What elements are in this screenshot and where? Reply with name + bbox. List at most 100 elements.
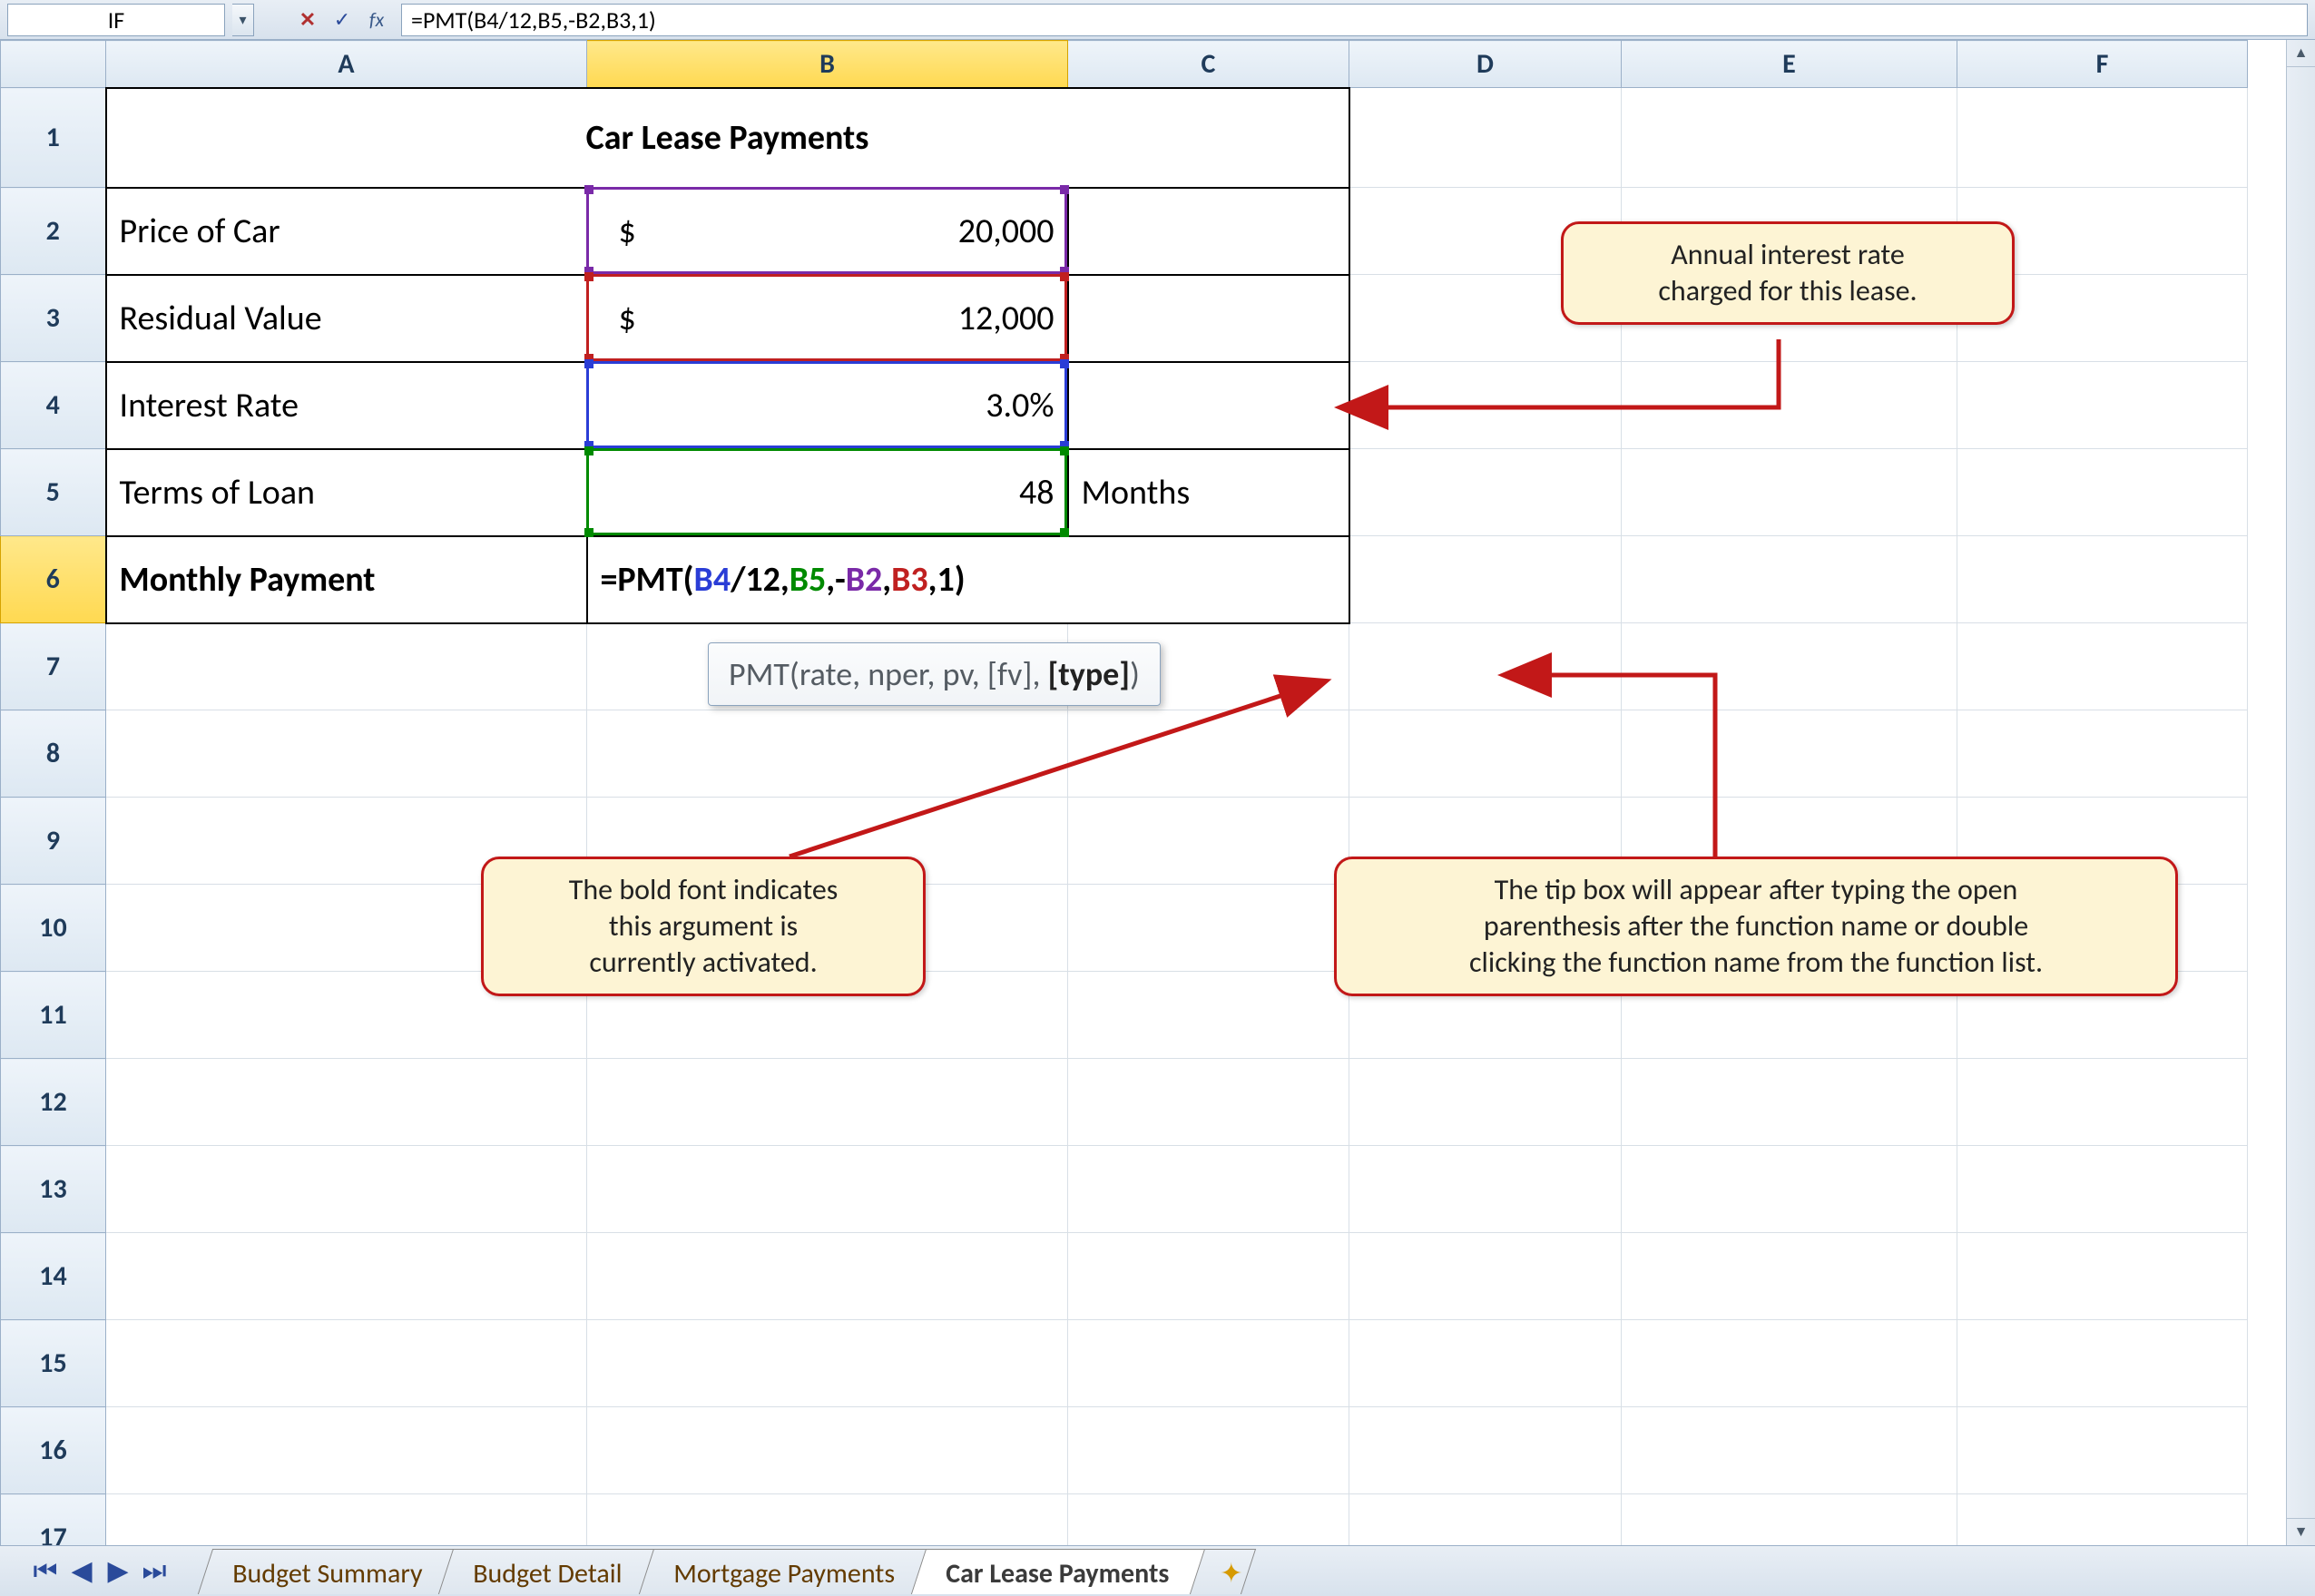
fx-icon[interactable]: fx (359, 4, 394, 36)
cell-D6[interactable] (1349, 536, 1622, 623)
cell-D17[interactable] (1349, 1494, 1622, 1546)
cell-F6[interactable] (1957, 536, 2248, 623)
cell-C11[interactable] (1068, 972, 1349, 1059)
row-header-12[interactable]: 12 (1, 1059, 106, 1146)
cell-E8[interactable] (1622, 710, 1957, 798)
cell-C16[interactable] (1068, 1407, 1349, 1494)
tab-nav-last-icon[interactable]: ⏭ (138, 1555, 171, 1588)
col-header-C[interactable]: C (1068, 41, 1349, 88)
cell-B13[interactable] (587, 1146, 1068, 1233)
row-header-3[interactable]: 3 (1, 275, 106, 362)
cell-E5[interactable] (1622, 449, 1957, 536)
cell-A15[interactable] (106, 1320, 587, 1407)
cell-C4[interactable] (1068, 362, 1349, 449)
row-header-14[interactable]: 14 (1, 1233, 106, 1320)
sheet-tab-1[interactable]: Budget Detail (438, 1549, 659, 1594)
cell-A3[interactable]: Residual Value (106, 275, 587, 362)
cell-A2[interactable]: Price of Car (106, 188, 587, 275)
row-header-10[interactable]: 10 (1, 885, 106, 972)
col-header-A[interactable]: A (106, 41, 587, 88)
enter-icon[interactable]: ✓ (325, 4, 359, 36)
row-header-13[interactable]: 13 (1, 1146, 106, 1233)
sheet-tab-3[interactable]: Car Lease Payments (910, 1549, 1204, 1594)
cell-C10[interactable] (1068, 885, 1349, 972)
cell-D13[interactable] (1349, 1146, 1622, 1233)
cell-E15[interactable] (1622, 1320, 1957, 1407)
cell-D4[interactable] (1349, 362, 1622, 449)
cell-E17[interactable] (1622, 1494, 1957, 1546)
cell-B5[interactable]: 48 (587, 449, 1068, 536)
cell-E4[interactable] (1622, 362, 1957, 449)
cell-F13[interactable] (1957, 1146, 2248, 1233)
tab-nav-prev-icon[interactable]: ◀ (65, 1555, 98, 1588)
col-header-E[interactable]: E (1622, 41, 1957, 88)
cell-C17[interactable] (1068, 1494, 1349, 1546)
row-header-16[interactable]: 16 (1, 1407, 106, 1494)
cell-A6[interactable]: Monthly Payment (106, 536, 587, 623)
sheet-tab-2[interactable]: Mortgage Payments (639, 1549, 931, 1594)
scroll-down-icon[interactable]: ▼ (2287, 1518, 2315, 1545)
cell-D15[interactable] (1349, 1320, 1622, 1407)
cell-C14[interactable] (1068, 1233, 1349, 1320)
name-box-dropdown[interactable] (232, 4, 254, 36)
cell-C15[interactable] (1068, 1320, 1349, 1407)
row-header-11[interactable]: 11 (1, 972, 106, 1059)
col-header-D[interactable]: D (1349, 41, 1622, 88)
row-header-9[interactable]: 9 (1, 798, 106, 885)
cell-B15[interactable] (587, 1320, 1068, 1407)
cell-A7[interactable] (106, 623, 587, 710)
cell-C3[interactable] (1068, 275, 1349, 362)
row-header-15[interactable]: 15 (1, 1320, 106, 1407)
row-header-2[interactable]: 2 (1, 188, 106, 275)
cell-E12[interactable] (1622, 1059, 1957, 1146)
row-header-1[interactable]: 1 (1, 88, 106, 188)
cell-A12[interactable] (106, 1059, 587, 1146)
cell-D1[interactable] (1349, 88, 1622, 188)
cell-E1[interactable] (1622, 88, 1957, 188)
cell-B4[interactable]: 3.0% (587, 362, 1068, 449)
tab-nav-first-icon[interactable]: ⏮ (29, 1555, 62, 1588)
cell-B3[interactable]: $12,000 (587, 275, 1068, 362)
formula-input[interactable]: =PMT(B4/12,B5,-B2,B3,1) (401, 4, 2308, 36)
cell-F1[interactable] (1957, 88, 2248, 188)
sheet-tab-0[interactable]: Budget Summary (198, 1549, 459, 1594)
select-all-corner[interactable] (1, 41, 106, 88)
cell-E14[interactable] (1622, 1233, 1957, 1320)
tab-nav-next-icon[interactable]: ▶ (102, 1555, 134, 1588)
cell-E13[interactable] (1622, 1146, 1957, 1233)
cell-C12[interactable] (1068, 1059, 1349, 1146)
cell-E7[interactable] (1622, 623, 1957, 710)
cell-A8[interactable] (106, 710, 587, 798)
row-header-5[interactable]: 5 (1, 449, 106, 536)
row-header-7[interactable]: 7 (1, 623, 106, 710)
cell-B8[interactable] (587, 710, 1068, 798)
cell-C2[interactable] (1068, 188, 1349, 275)
row-header-17[interactable]: 17 (1, 1494, 106, 1546)
cell-A4[interactable]: Interest Rate (106, 362, 587, 449)
cell-A16[interactable] (106, 1407, 587, 1494)
vertical-scrollbar[interactable]: ▲ ▼ (2286, 40, 2315, 1545)
cell-D12[interactable] (1349, 1059, 1622, 1146)
cell-E16[interactable] (1622, 1407, 1957, 1494)
cell-D14[interactable] (1349, 1233, 1622, 1320)
cell-D8[interactable] (1349, 710, 1622, 798)
cell-F16[interactable] (1957, 1407, 2248, 1494)
cell-C8[interactable] (1068, 710, 1349, 798)
cell-B12[interactable] (587, 1059, 1068, 1146)
col-header-F[interactable]: F (1957, 41, 2248, 88)
row-header-4[interactable]: 4 (1, 362, 106, 449)
cell-E6[interactable] (1622, 536, 1957, 623)
cell-D5[interactable] (1349, 449, 1622, 536)
cell-A13[interactable] (106, 1146, 587, 1233)
cell-D16[interactable] (1349, 1407, 1622, 1494)
cell-F7[interactable] (1957, 623, 2248, 710)
cell-C5[interactable]: Months (1068, 449, 1349, 536)
cell-C9[interactable] (1068, 798, 1349, 885)
scroll-up-icon[interactable]: ▲ (2287, 40, 2315, 67)
title-cell[interactable]: Car Lease Payments (106, 88, 1349, 188)
cell-B2[interactable]: $20,000 (587, 188, 1068, 275)
name-box[interactable]: IF (7, 4, 225, 36)
cell-F12[interactable] (1957, 1059, 2248, 1146)
cell-A5[interactable]: Terms of Loan (106, 449, 587, 536)
cell-F17[interactable] (1957, 1494, 2248, 1546)
